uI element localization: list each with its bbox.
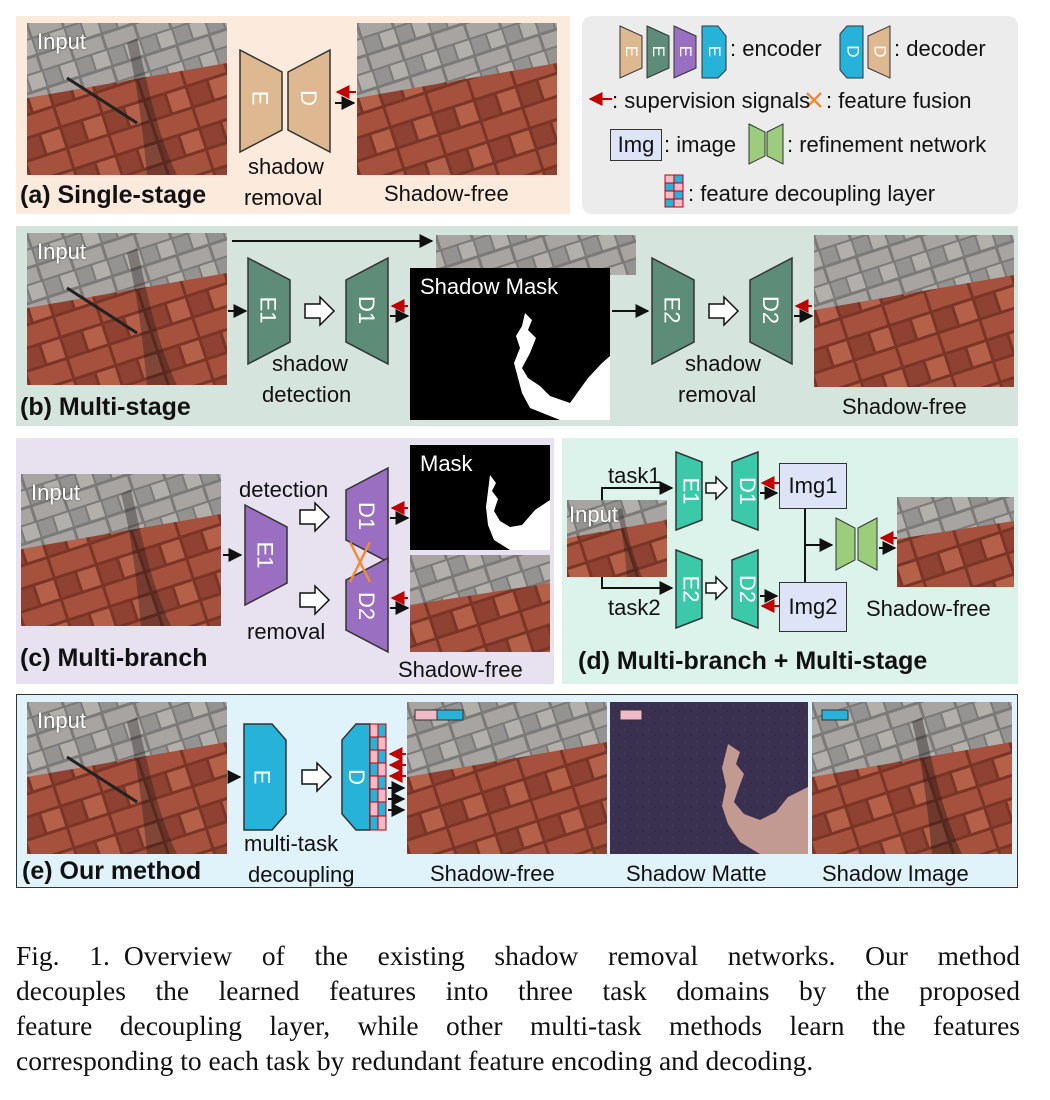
output-label: Shadow-free	[398, 657, 523, 682]
shadow-matte-output	[610, 702, 808, 854]
shadow-mask-image: Shadow Mask	[410, 268, 610, 420]
output-label: Shadow-free	[866, 596, 991, 621]
caption-text: Overview of the existing shadow removal …	[123, 940, 1020, 971]
legend-refinement-text: : refinement network	[787, 132, 987, 157]
legend-encoder-letter: E	[705, 45, 725, 58]
panel-b-input-image: Input	[27, 233, 227, 385]
mask-label: Shadow Mask	[420, 274, 559, 299]
legend-encoder-letter: E	[676, 45, 696, 58]
encoder-label: E1	[255, 296, 281, 324]
output-label: Shadow-free	[384, 181, 509, 206]
mask-image: Mask	[410, 445, 550, 550]
img1-box: Img1	[779, 463, 847, 509]
decoder-label: D1	[354, 502, 380, 531]
task-label: task2	[608, 595, 661, 620]
panel-c-output-image	[410, 555, 550, 652]
figure-caption: Fig. 1. Overview of the existing shadow r…	[16, 938, 1020, 1078]
branch-label: removal	[247, 619, 326, 644]
decoder-label: D2	[354, 592, 380, 621]
panel-a-output-image	[357, 23, 557, 175]
caption-line: corresponding to each task by redundant …	[16, 1045, 814, 1076]
caption-line: decouples the learned features into thre…	[16, 975, 1020, 1006]
task-label: shadow	[272, 351, 348, 376]
decoder-label: D2	[735, 575, 761, 604]
encoder-letter: E	[247, 90, 273, 106]
legend-decoupling-text: : feature decoupling layer	[688, 181, 936, 206]
task-label: removal	[244, 185, 323, 210]
legend-image-box: Img	[610, 129, 662, 161]
input-label: Input	[31, 480, 80, 505]
decoder-label: D2	[758, 296, 784, 325]
panel-d-output-image	[897, 497, 1014, 587]
branch-label: detection	[239, 477, 329, 502]
encoder-label: E2	[659, 296, 685, 324]
shadow-image-output	[812, 702, 1012, 854]
legend-decoder-letter: D	[843, 45, 863, 58]
panel-a-input-image: Input	[27, 23, 227, 175]
panel-title: (d) Multi-branch + Multi-stage	[578, 647, 928, 675]
legend-decoder-letter: D	[870, 45, 890, 58]
task-label: detection	[262, 382, 352, 407]
mask-label: Mask	[420, 451, 473, 476]
panel-title: (b) Multi-stage	[20, 393, 191, 421]
encoder-label: E	[249, 769, 275, 785]
panel-title: (e) Our method	[22, 857, 202, 885]
input-label: Input	[569, 502, 618, 527]
task-label: decoupling	[248, 862, 355, 887]
encoder-label: E1	[252, 541, 278, 569]
img2-box: Img2	[779, 582, 847, 632]
decoder-label: D	[344, 769, 370, 786]
caption-line: Fig. 1. Overview of the existing shadow r…	[16, 938, 1020, 973]
task-label: removal	[678, 382, 757, 407]
task-label: shadow	[248, 154, 324, 179]
legend-decoder-text: : decoder	[894, 36, 986, 61]
decoder-label: D1	[735, 477, 761, 506]
legend-encoder-text: : encoder	[730, 36, 822, 61]
panel-title: (a) Single-stage	[20, 181, 207, 209]
panel-e-input-image: Input	[27, 702, 227, 854]
output-label: Shadow-free	[842, 394, 967, 419]
panel-d-input-image: Input	[567, 500, 667, 577]
output-label: Shadow Matte	[626, 861, 767, 886]
input-label: Input	[37, 29, 86, 54]
panel-c-input-image: Input	[21, 474, 221, 626]
task-label: shadow	[685, 351, 761, 376]
legend-encoder-letter: E	[622, 45, 642, 58]
panel-b-output-image	[814, 235, 1014, 387]
input-label: Input	[37, 239, 86, 264]
caption-fig-label: Fig. 1.	[16, 940, 110, 971]
output-label: Shadow-free	[430, 861, 555, 886]
decoder-label: D1	[354, 296, 380, 325]
decoder-letter: D	[296, 90, 322, 107]
legend-image-text: : image	[664, 132, 737, 157]
caption-line: feature decoupling layer, while other mu…	[16, 1010, 1020, 1041]
encoder-label: E1	[678, 477, 704, 505]
legend-fusion-text: : feature fusion	[826, 88, 972, 113]
task-label: multi-task	[244, 831, 339, 856]
encoder-label: E2	[678, 575, 704, 603]
input-label: Input	[37, 708, 86, 733]
shadow-free-output	[407, 702, 607, 854]
task-label: task1	[608, 463, 661, 488]
legend-encoder-letter: E	[649, 45, 669, 58]
panel-title: (c) Multi-branch	[20, 644, 208, 672]
output-label: Shadow Image	[822, 861, 969, 886]
legend-supervision-text: : supervision signals	[612, 88, 811, 113]
